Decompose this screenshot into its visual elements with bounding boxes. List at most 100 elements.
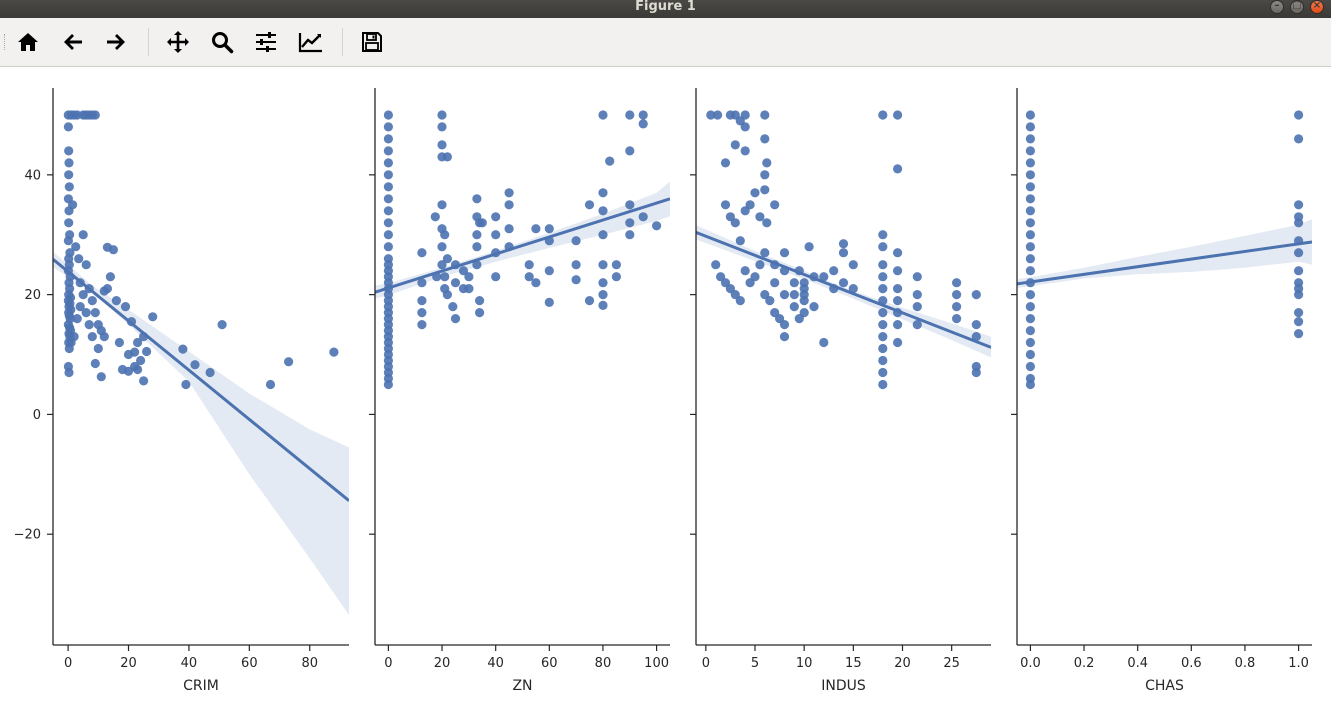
subplot-crim[interactable]: −20 0 20 40 0 20 40 60 80 CRIM xyxy=(14,88,349,694)
data-point xyxy=(437,200,447,210)
data-point xyxy=(779,290,790,300)
data-point xyxy=(265,379,276,390)
window-titlebar: Figure 1 – □ × xyxy=(0,0,1331,18)
y-tick-label: 40 xyxy=(24,168,41,183)
data-point xyxy=(504,200,514,210)
data-point xyxy=(383,146,393,156)
data-point xyxy=(64,146,74,156)
maximize-icon: □ xyxy=(1292,0,1302,11)
x-tick-label: 0.4 xyxy=(1127,656,1148,671)
data-point xyxy=(912,272,922,282)
toolbar-grip[interactable] xyxy=(4,34,8,50)
data-point xyxy=(383,182,393,192)
x-tick-label: 15 xyxy=(845,656,862,671)
forward-arrow-icon xyxy=(107,34,125,50)
data-point xyxy=(598,230,608,240)
data-point xyxy=(87,296,97,306)
data-point xyxy=(383,122,393,132)
data-point xyxy=(1025,218,1035,228)
data-point xyxy=(819,272,829,282)
data-point xyxy=(383,379,393,390)
data-point xyxy=(417,278,427,288)
data-point xyxy=(1025,379,1035,390)
data-point xyxy=(598,206,608,216)
data-point xyxy=(912,290,922,300)
data-point xyxy=(84,320,94,330)
data-point xyxy=(1294,317,1304,327)
x-axis-label: CHAS xyxy=(1145,678,1184,694)
data-point xyxy=(448,302,458,312)
data-point xyxy=(64,367,74,378)
maximize-button[interactable]: □ xyxy=(1290,0,1304,14)
forward-button[interactable] xyxy=(100,26,132,58)
minimize-icon: – xyxy=(1274,0,1280,11)
data-point xyxy=(90,110,100,120)
edit-axis-button[interactable] xyxy=(294,26,326,58)
data-point xyxy=(848,284,858,294)
data-point xyxy=(437,110,447,120)
data-point xyxy=(102,284,112,294)
data-point xyxy=(504,224,514,234)
close-button[interactable]: × xyxy=(1310,0,1324,14)
data-point xyxy=(770,278,780,288)
data-point xyxy=(442,152,452,162)
data-point xyxy=(504,188,514,198)
data-point xyxy=(417,308,427,318)
data-point xyxy=(760,110,770,120)
data-point xyxy=(1294,218,1304,228)
data-point xyxy=(605,156,615,166)
data-point xyxy=(878,230,888,240)
data-point xyxy=(383,206,393,216)
zoom-button[interactable] xyxy=(206,26,238,58)
data-point xyxy=(912,320,922,330)
x-tick-label: 0 xyxy=(64,656,72,671)
data-point xyxy=(598,260,608,270)
data-point xyxy=(1294,329,1304,339)
data-point xyxy=(1294,266,1304,276)
data-point xyxy=(1025,230,1035,240)
data-point xyxy=(63,236,73,246)
home-button[interactable] xyxy=(12,26,44,58)
subplot-chas[interactable]: 0.0 0.2 0.4 0.6 0.8 1.0 CHAS xyxy=(1011,88,1312,694)
data-point xyxy=(178,344,188,354)
data-point xyxy=(108,245,118,255)
data-point xyxy=(625,146,635,156)
data-point xyxy=(770,200,780,210)
data-point xyxy=(878,367,888,378)
data-point xyxy=(878,284,888,294)
data-point xyxy=(1294,110,1304,120)
edit-axis-icon xyxy=(298,33,322,53)
x-tick-label: 40 xyxy=(181,656,198,671)
data-point xyxy=(78,290,88,300)
save-button[interactable] xyxy=(356,26,388,58)
data-point xyxy=(383,134,393,144)
data-point xyxy=(611,272,622,282)
data-point xyxy=(133,337,143,348)
x-tick-label: 60 xyxy=(241,656,258,671)
data-point xyxy=(713,110,723,120)
data-point xyxy=(878,332,888,342)
data-point xyxy=(971,320,981,330)
data-point xyxy=(472,242,482,252)
data-point xyxy=(893,164,903,174)
data-point xyxy=(1025,182,1035,192)
data-point xyxy=(205,367,215,378)
pan-button[interactable] xyxy=(162,26,194,58)
configure-subplots-button[interactable] xyxy=(250,26,282,58)
data-point xyxy=(799,296,809,306)
minimize-button[interactable]: – xyxy=(1270,0,1284,14)
figure-svg[interactable]: −20 0 20 40 0 20 40 60 80 CRIM 0 20 40 60 80 100 ZN 0 5 10 1… xyxy=(0,67,1331,703)
figure-canvas[interactable]: −20 0 20 40 0 20 40 60 80 CRIM 0 20 40 60 80 100 ZN 0 5 10 1… xyxy=(0,67,1331,707)
subplot-zn[interactable]: 0 20 40 60 80 100 ZN xyxy=(369,88,670,694)
data-point xyxy=(779,320,790,330)
subplot-indus[interactable]: 0 5 10 15 20 25 INDUS xyxy=(690,88,991,694)
data-point xyxy=(437,122,447,132)
data-point xyxy=(75,302,85,312)
data-point xyxy=(442,254,452,264)
data-point xyxy=(779,332,790,342)
back-button[interactable] xyxy=(57,26,89,58)
x-tick-label: 5 xyxy=(751,656,759,671)
data-point xyxy=(638,119,648,129)
data-point xyxy=(789,290,799,300)
data-point xyxy=(475,308,485,318)
